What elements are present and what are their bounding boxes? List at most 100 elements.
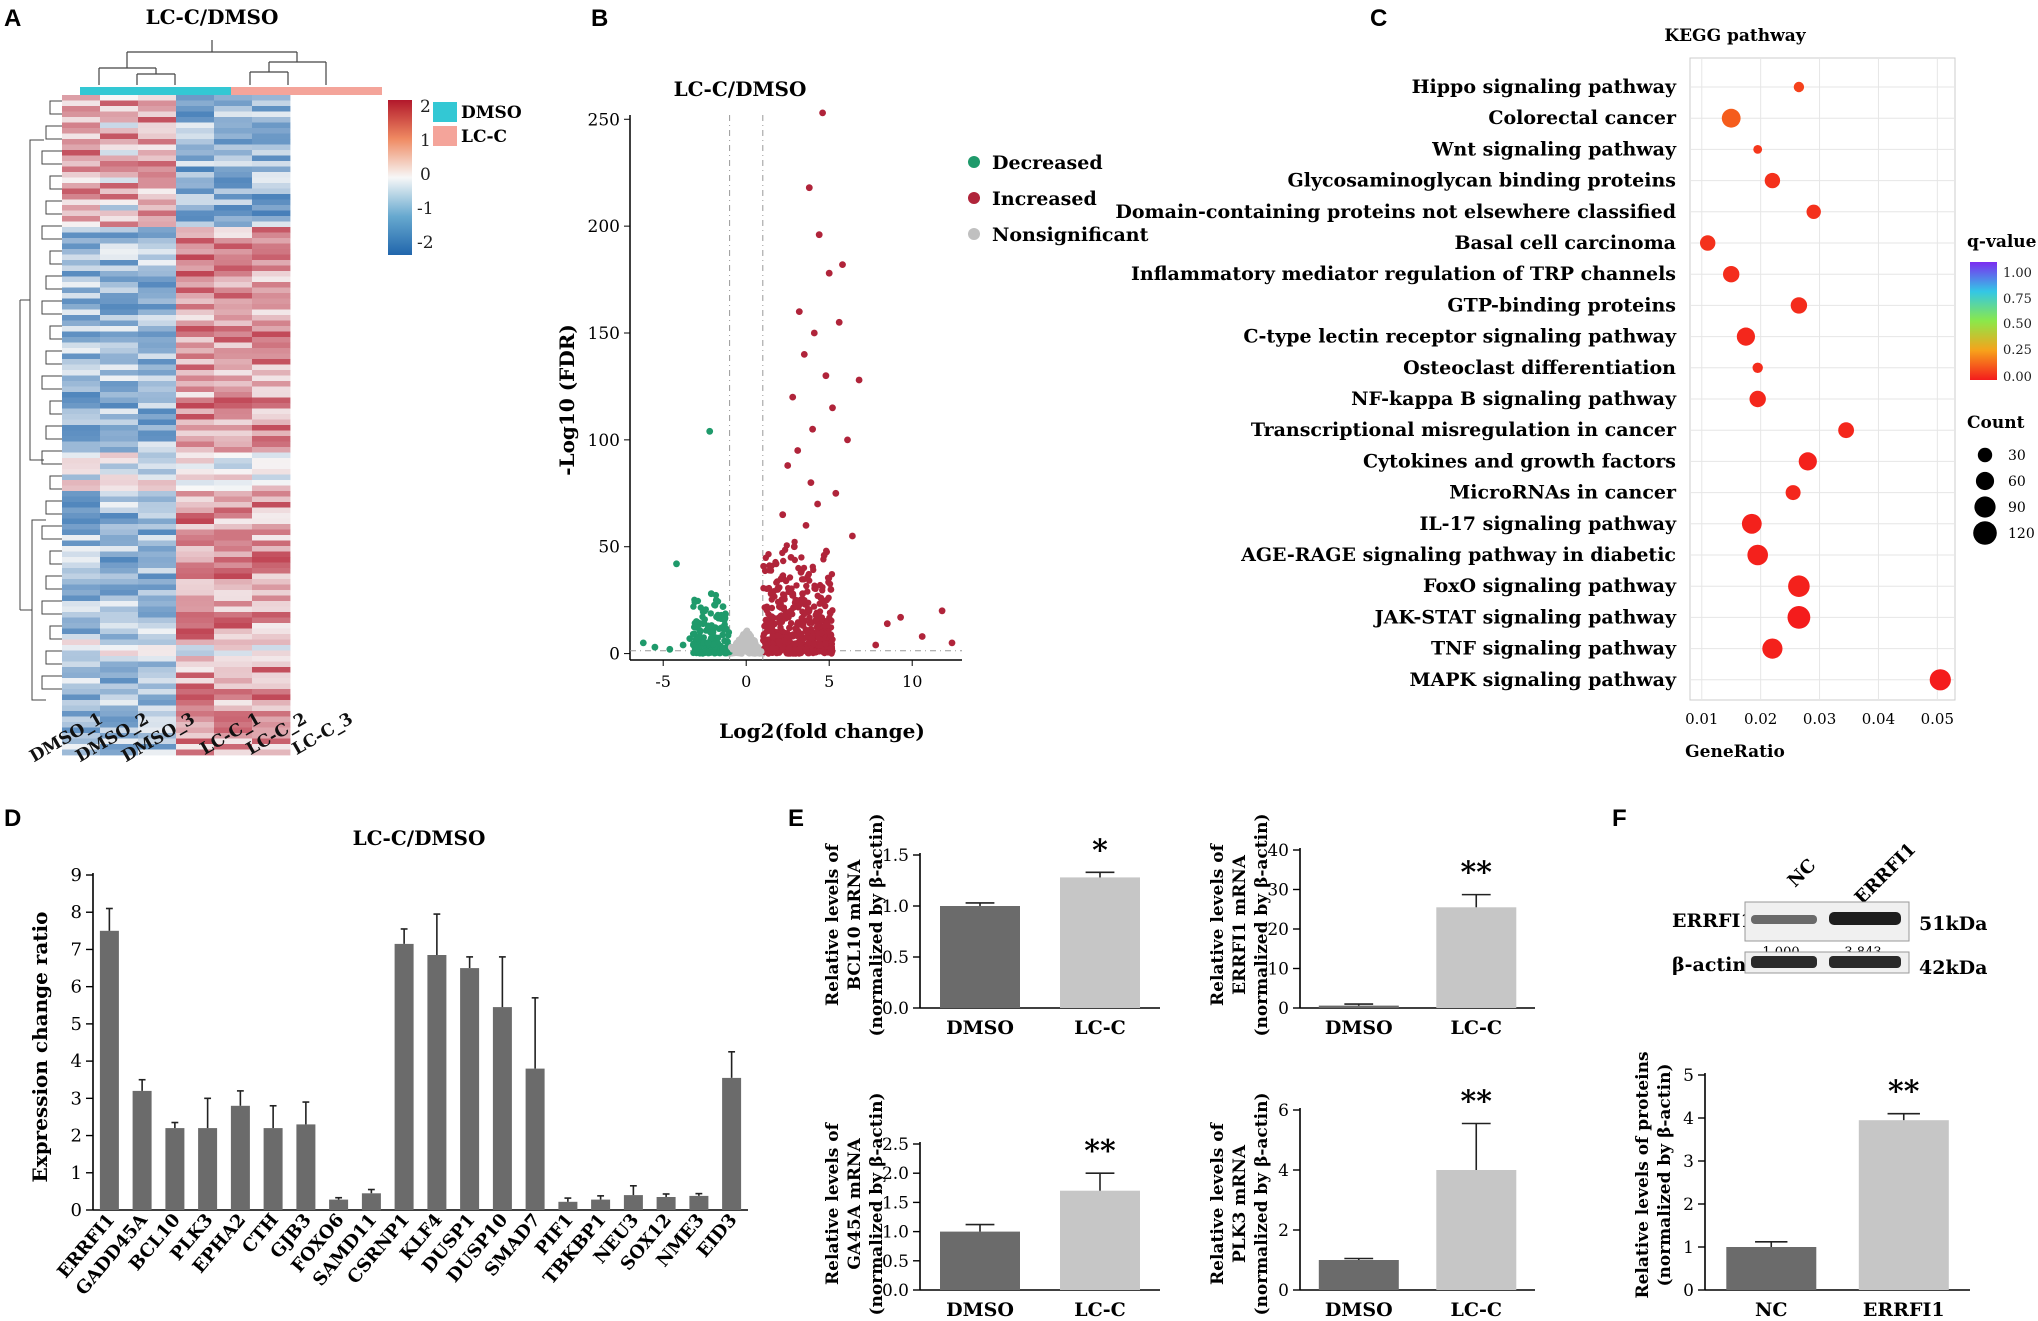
heatmap-cell — [138, 326, 177, 332]
heatmap-cell — [252, 381, 291, 387]
kegg-pathway-label: Wnt signaling pathway — [1431, 138, 1677, 160]
heatmap-cell — [252, 678, 291, 684]
heatmap-cell — [252, 397, 291, 404]
heatmap-cell — [252, 243, 291, 250]
heatmap-cell — [176, 353, 215, 360]
volcano-point-increased — [770, 614, 777, 622]
volcano-point-increased — [761, 622, 768, 630]
heatmap-cell — [100, 386, 139, 393]
bar-category-label: LC-C — [1451, 1017, 1503, 1039]
heatmap-cell — [138, 150, 177, 156]
heatmap-cell — [214, 353, 253, 360]
bar-category-label: LC-C — [1451, 1299, 1503, 1321]
bar-chart-y-tick-label: 8 — [71, 902, 82, 923]
heatmap-cell — [138, 232, 177, 239]
volcano-point-decreased — [709, 641, 717, 648]
volcano-point-increased — [772, 560, 780, 568]
bar-category-label: LC-C — [1074, 1299, 1126, 1321]
heatmap-cell — [176, 205, 215, 211]
heatmap-cell — [100, 353, 139, 360]
heatmap-cell — [100, 661, 139, 668]
heatmap-cell — [176, 667, 215, 673]
volcano-point-increased — [808, 635, 816, 642]
heatmap-cell — [252, 249, 291, 255]
heatmap-cell — [252, 749, 291, 756]
heatmap-cell — [62, 183, 101, 189]
heatmap-cell — [214, 293, 253, 299]
heatmap-cell — [100, 480, 139, 486]
heatmap-cell — [252, 232, 291, 239]
bar — [525, 1068, 545, 1210]
heatmap-cell — [62, 111, 101, 118]
heatmap-cell — [176, 425, 215, 431]
volcano-point-increased — [789, 650, 797, 657]
heatmap-cell — [62, 535, 101, 541]
heatmap-cell — [176, 304, 215, 310]
volcano-point-increased — [819, 109, 826, 117]
heatmap-cell — [100, 227, 139, 233]
bar — [1060, 877, 1140, 1008]
heatmap-cell — [138, 161, 177, 167]
heatmap-cell — [214, 364, 253, 371]
expression-bar-chart: 0123456789ERRFI1GADD45ABCL10PLK3EPHA2CTH… — [53, 865, 748, 1299]
volcano-point-decreased — [712, 596, 720, 604]
heatmap-cell — [138, 463, 177, 470]
heatmap-cell — [252, 496, 291, 503]
volcano-point-decreased — [639, 639, 647, 647]
heatmap-cell — [62, 430, 101, 437]
heatmap-cell — [100, 194, 139, 200]
volcano-point-increased — [773, 648, 780, 656]
heatmap-cell — [62, 727, 101, 734]
volcano-point-increased — [790, 604, 798, 611]
heatmap-panel: LC-C/DMSO 2 1 0 -1 -2 DMSO LC-C DMSO_1 D… — [19, 5, 522, 767]
heatmap-cell — [252, 733, 291, 739]
heatmap-cell — [138, 705, 177, 712]
heatmap-cell — [176, 672, 215, 679]
heatmap-cell — [252, 425, 291, 431]
heatmap-cell — [100, 529, 139, 536]
volcano-point-nonsig — [752, 648, 760, 655]
heatmap-cell — [252, 546, 291, 552]
heatmap-cell — [252, 183, 291, 189]
heatmap-cell — [214, 749, 253, 756]
expression-title: LC-C/DMSO — [353, 826, 486, 850]
volcano-point-decreased — [689, 630, 697, 638]
heatmap-cell — [62, 282, 101, 288]
heatmap-cell — [100, 705, 139, 712]
heatmap-cell — [62, 309, 101, 316]
volcano-point-increased — [818, 629, 825, 637]
bar-category-label: ERRFI1 — [1863, 1299, 1945, 1321]
heatmap-cell — [62, 403, 101, 409]
volcano-point-increased — [765, 650, 772, 657]
volcano-point-increased — [816, 648, 823, 655]
heatmap-cell — [100, 403, 139, 409]
heatmap-cell — [252, 727, 291, 734]
volcano-point-decreased — [708, 634, 715, 642]
heatmap-cell — [62, 117, 101, 123]
heatmap-cell — [62, 128, 101, 134]
heatmap-cell — [214, 557, 253, 563]
heatmap-cell — [138, 612, 177, 618]
volcano-point-increased — [829, 607, 836, 614]
blot-size-51kda: 51kDa — [1919, 913, 1987, 935]
heatmap-cell — [214, 661, 253, 668]
volcano-point-increased — [794, 621, 801, 628]
heatmap-cell — [214, 496, 253, 503]
heatmap-cell — [252, 139, 291, 145]
heatmap-cell — [100, 155, 139, 162]
heatmap-cell — [252, 518, 291, 525]
heatmap-cell — [138, 540, 177, 547]
heatmap-cell — [214, 738, 253, 745]
volcano-point-increased — [769, 644, 777, 651]
heatmap-cell — [252, 557, 291, 563]
heatmap-cell — [176, 485, 215, 492]
heatmap-cell — [62, 100, 101, 107]
bar-category-label: DMSO — [946, 1017, 1014, 1039]
heatmap-cell — [214, 480, 253, 486]
heatmap-dendrogram-branches — [19, 100, 62, 701]
heatmap-cell — [214, 678, 253, 684]
heatmap-cell — [176, 414, 215, 420]
volcano-point-nonsig — [742, 628, 750, 636]
